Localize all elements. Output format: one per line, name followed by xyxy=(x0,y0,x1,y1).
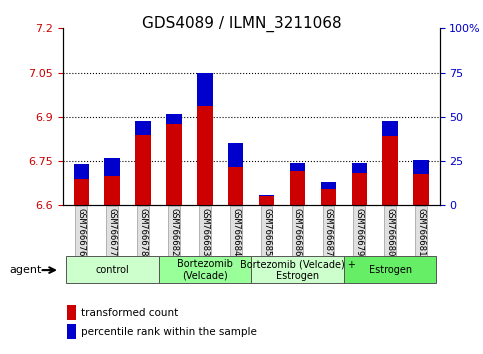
Text: GSM766677: GSM766677 xyxy=(108,208,117,256)
Bar xyxy=(259,195,274,205)
FancyBboxPatch shape xyxy=(66,256,158,284)
Bar xyxy=(259,195,274,196)
Bar xyxy=(135,121,151,135)
FancyBboxPatch shape xyxy=(158,256,251,284)
Text: transformed count: transformed count xyxy=(81,308,178,318)
Text: GSM766678: GSM766678 xyxy=(139,208,148,256)
Text: GSM766676: GSM766676 xyxy=(77,208,86,256)
Text: GSM766686: GSM766686 xyxy=(293,208,302,256)
Text: percentile rank within the sample: percentile rank within the sample xyxy=(81,327,257,337)
Text: GSM766680: GSM766680 xyxy=(385,208,395,256)
Bar xyxy=(321,182,336,189)
Bar xyxy=(104,158,120,176)
Bar xyxy=(73,164,89,179)
Text: Bortezomib
(Velcade): Bortezomib (Velcade) xyxy=(177,259,233,281)
Bar xyxy=(67,305,76,320)
Bar xyxy=(413,160,429,205)
Text: GSM766685: GSM766685 xyxy=(262,208,271,256)
Bar xyxy=(290,162,305,205)
FancyBboxPatch shape xyxy=(251,256,344,284)
Text: Estrogen: Estrogen xyxy=(369,265,412,275)
Bar xyxy=(228,143,243,205)
Text: control: control xyxy=(95,265,129,275)
Text: GSM766687: GSM766687 xyxy=(324,208,333,256)
FancyBboxPatch shape xyxy=(344,256,437,284)
Bar xyxy=(413,160,429,174)
Bar xyxy=(383,121,398,205)
Bar xyxy=(166,114,182,124)
Bar xyxy=(383,121,398,136)
Bar xyxy=(228,143,243,167)
Text: GSM766682: GSM766682 xyxy=(170,208,178,256)
Bar xyxy=(197,73,213,107)
Bar xyxy=(352,162,367,205)
Bar xyxy=(166,114,182,205)
Text: Bortezomib (Velcade) +
Estrogen: Bortezomib (Velcade) + Estrogen xyxy=(240,259,355,281)
Text: agent: agent xyxy=(10,265,42,275)
Text: GSM766679: GSM766679 xyxy=(355,208,364,256)
Bar xyxy=(135,121,151,205)
Bar xyxy=(352,162,367,173)
Text: GSM766684: GSM766684 xyxy=(231,208,240,256)
Bar xyxy=(73,164,89,205)
Bar xyxy=(197,73,213,205)
Text: GSM766683: GSM766683 xyxy=(200,208,209,256)
Text: GSM766681: GSM766681 xyxy=(416,208,426,256)
Bar xyxy=(321,182,336,205)
Bar xyxy=(67,324,76,339)
Bar xyxy=(290,162,305,171)
Text: GDS4089 / ILMN_3211068: GDS4089 / ILMN_3211068 xyxy=(142,16,341,32)
Bar xyxy=(104,158,120,205)
